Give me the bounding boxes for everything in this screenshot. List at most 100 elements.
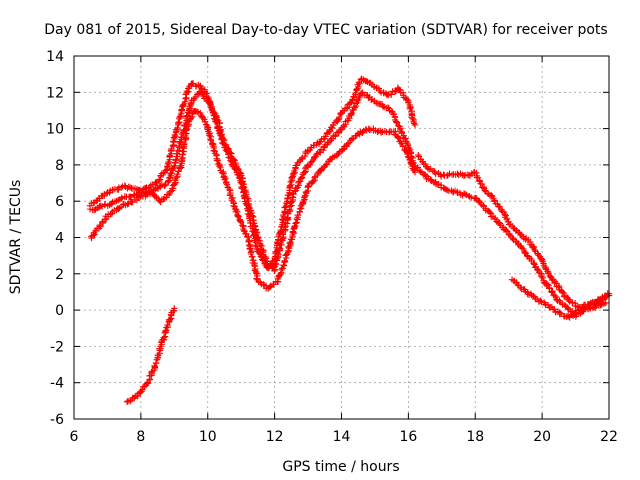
data-point <box>407 104 414 111</box>
data-point <box>182 127 190 134</box>
series-track-g <box>123 305 178 406</box>
data-point <box>379 103 387 110</box>
data-point <box>286 203 294 210</box>
data-point <box>97 202 104 210</box>
data-point <box>286 182 294 189</box>
data-point <box>164 163 171 170</box>
data-point <box>248 253 256 261</box>
data-points <box>86 75 613 406</box>
data-point <box>391 88 399 96</box>
data-point <box>565 313 572 320</box>
data-point <box>206 100 214 107</box>
data-point <box>235 212 242 220</box>
data-point <box>143 191 151 199</box>
series-track-b <box>86 88 419 274</box>
x-tick-label: 12 <box>266 429 284 445</box>
data-point <box>323 161 330 168</box>
y-tick-label: -4 <box>50 376 64 392</box>
data-point <box>207 135 214 143</box>
data-point <box>293 162 300 169</box>
data-point <box>126 398 134 405</box>
data-point <box>257 241 264 249</box>
data-point <box>427 176 434 183</box>
data-point <box>363 77 370 85</box>
data-point <box>227 149 234 156</box>
data-point <box>571 310 578 317</box>
data-point <box>393 119 400 126</box>
data-point <box>384 91 392 99</box>
data-point <box>186 103 193 110</box>
data-point <box>152 359 160 367</box>
data-point <box>488 192 495 199</box>
data-point <box>108 199 116 207</box>
data-point <box>281 224 289 231</box>
data-point <box>261 253 268 261</box>
data-point <box>476 198 483 205</box>
data-point <box>258 242 265 250</box>
data-point <box>212 113 220 120</box>
y-tick-label: -6 <box>50 412 64 428</box>
data-point <box>251 261 258 269</box>
data-point <box>103 190 111 197</box>
y-axis-label: SDTVAR / TECUs <box>8 180 24 295</box>
data-point <box>175 168 182 175</box>
data-point <box>263 260 270 267</box>
data-point <box>155 177 163 184</box>
data-point <box>565 296 572 304</box>
data-point <box>174 124 181 132</box>
data-point <box>359 89 366 96</box>
axis-ticks: 6 8 10 12 14 16 18 20 22 -6 -4 -2 0 2 4 6 8 10 12 14 <box>46 49 618 445</box>
data-point <box>243 194 251 202</box>
data-point <box>422 172 429 179</box>
data-point <box>173 174 180 181</box>
data-point <box>409 115 416 122</box>
data-point <box>253 269 260 277</box>
data-point <box>503 227 510 234</box>
data-point <box>347 110 354 118</box>
data-point <box>411 121 419 129</box>
data-point <box>417 168 424 175</box>
data-point <box>442 186 450 193</box>
data-point <box>239 181 247 188</box>
data-point <box>291 188 299 195</box>
data-point <box>151 192 159 200</box>
data-point <box>237 218 245 226</box>
data-point <box>255 249 263 257</box>
data-point <box>214 157 221 164</box>
y-tick-label: 6 <box>55 194 64 210</box>
y-tick-label: 10 <box>46 122 64 138</box>
data-point <box>175 119 182 126</box>
x-tick-label: 22 <box>600 429 618 445</box>
data-point <box>89 232 97 239</box>
data-point <box>216 163 223 170</box>
data-point <box>336 113 343 121</box>
data-point <box>126 184 134 191</box>
data-point <box>406 156 414 163</box>
data-point <box>164 178 172 185</box>
series-track-c <box>88 108 419 292</box>
data-point <box>193 108 200 115</box>
data-point <box>424 165 431 172</box>
data-point <box>164 160 172 167</box>
data-point <box>156 176 164 183</box>
data-point <box>292 220 299 227</box>
data-point <box>230 156 237 163</box>
data-point <box>164 321 171 329</box>
data-point <box>329 124 336 132</box>
data-point <box>134 191 141 199</box>
data-point <box>486 209 494 216</box>
y-tick-label: 2 <box>55 267 64 283</box>
data-point <box>275 251 282 258</box>
series-track-a <box>86 75 419 272</box>
data-point <box>280 261 287 269</box>
x-tick-label: 8 <box>136 429 145 445</box>
data-point <box>209 141 216 148</box>
data-point <box>310 177 317 185</box>
x-tick-label: 16 <box>399 429 417 445</box>
data-point <box>293 215 301 223</box>
y-tick-label: 8 <box>55 158 64 174</box>
data-point <box>170 163 178 171</box>
data-point <box>559 289 567 296</box>
data-point <box>462 191 469 198</box>
data-point <box>286 240 293 247</box>
